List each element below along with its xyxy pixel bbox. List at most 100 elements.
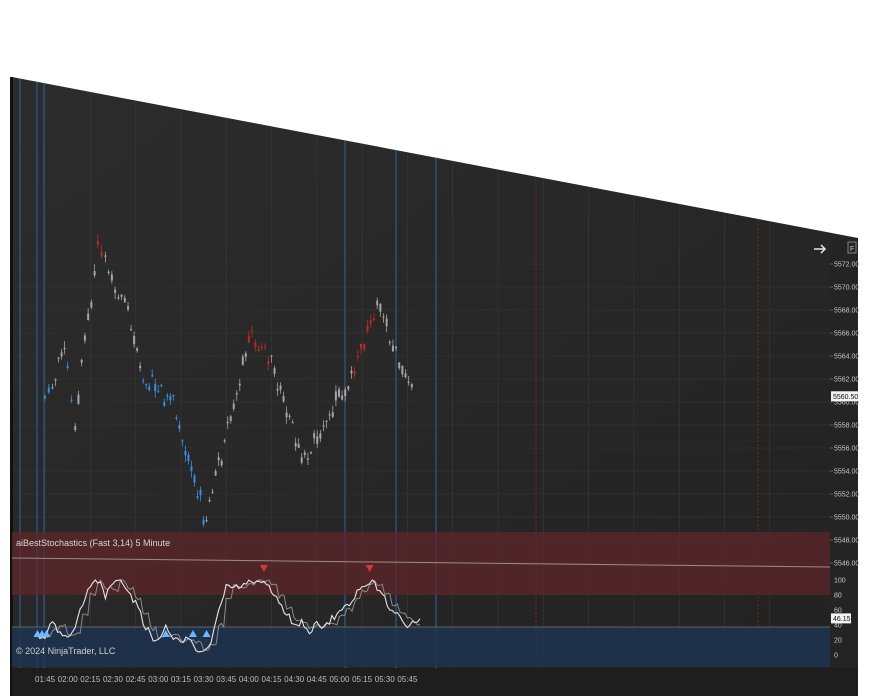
- oscillator-tick-label: 100: [834, 578, 846, 585]
- bull-signal-marker: [188, 630, 197, 637]
- time-tick-label: 02:00: [58, 675, 79, 684]
- candle-body: [66, 365, 69, 368]
- time-tick-label: 05:45: [397, 675, 418, 684]
- candle-body: [328, 414, 331, 416]
- candle-body: [244, 353, 247, 357]
- candle-body: [181, 440, 184, 442]
- candle-body: [96, 240, 99, 245]
- candle-body: [107, 271, 110, 273]
- candle-body: [139, 365, 142, 369]
- indicator-label: aiBestStochastics (Fast 3,14) 5 Minute: [16, 538, 170, 548]
- candle-body: [404, 373, 407, 378]
- f-button[interactable]: F: [847, 241, 857, 254]
- candle-body: [90, 302, 93, 308]
- oscillator-tick-label: 80: [834, 593, 842, 600]
- candle-body: [247, 335, 250, 343]
- candle-body: [208, 499, 211, 502]
- candle-body: [74, 426, 77, 430]
- candle-body: [169, 396, 172, 401]
- oscillator-tick-label: 60: [834, 608, 842, 615]
- price-tick-label: 5546.00: [834, 561, 859, 568]
- candle-body: [366, 325, 369, 332]
- candle-body: [193, 475, 196, 483]
- time-tick-label: 04:30: [284, 675, 305, 684]
- candle-body: [325, 420, 328, 422]
- candle-body: [70, 399, 73, 401]
- candle-body: [190, 466, 193, 472]
- candle-body: [288, 415, 291, 417]
- candle-body: [163, 402, 166, 406]
- candle-body: [347, 386, 350, 390]
- candle-body: [80, 359, 83, 363]
- candle-body: [313, 433, 316, 439]
- candle-body: [120, 294, 123, 297]
- candle-body: [388, 341, 391, 344]
- oscillator-tick-label: 0: [834, 653, 838, 660]
- candle-body: [166, 395, 169, 397]
- candle-body: [267, 361, 270, 365]
- candle-body: [60, 352, 63, 357]
- candle-body: [175, 417, 178, 419]
- candle-body: [154, 384, 157, 392]
- price-tick-label: 5548.00: [834, 538, 859, 545]
- time-tick-label: 02:30: [103, 675, 124, 684]
- stochastic-k-line: [37, 579, 421, 653]
- price-tick-label: 5568.00: [834, 308, 859, 315]
- bull-signal-marker: [202, 630, 211, 637]
- candle-body: [104, 255, 107, 257]
- time-axis-background: [12, 668, 858, 696]
- candle-body: [303, 452, 306, 455]
- candle-body: [229, 416, 232, 421]
- time-tick-label: 05:00: [329, 675, 350, 684]
- candle-body: [264, 346, 267, 348]
- price-tick-label: 5560.00: [834, 400, 859, 407]
- chart-panel-background: [12, 77, 858, 696]
- candle-body: [205, 520, 208, 522]
- candle-body: [220, 460, 223, 466]
- candle-body: [294, 442, 297, 447]
- candle-body: [316, 436, 319, 444]
- candle-body: [344, 389, 347, 397]
- candle-body: [398, 362, 401, 369]
- time-tick-label: 04:00: [239, 675, 260, 684]
- candle-body: [44, 396, 46, 399]
- candle-body: [148, 386, 151, 391]
- oscillator-upper-line: [12, 557, 831, 568]
- candle-body: [199, 489, 202, 496]
- candle-body: [172, 395, 175, 397]
- candle-body: [254, 342, 257, 347]
- price-candles: [44, 234, 413, 528]
- candle-body: [391, 345, 394, 352]
- candle-body: [47, 387, 50, 393]
- price-axis[interactable]: 5572.00 5570.00 5568.00 5566.00 5564.00 5562.…: [830, 238, 859, 668]
- candle-body: [276, 388, 279, 391]
- time-axis[interactable]: 01:45 02:00 02:15 02:30 02:45 03:00 03:15 03:30…: [35, 675, 418, 684]
- price-tick-label: 5564.00: [834, 354, 859, 361]
- time-tick-label: 05:15: [352, 675, 373, 684]
- candle-body: [395, 346, 398, 349]
- candle-body: [238, 383, 241, 386]
- candle-body: [136, 348, 139, 351]
- oscillator-tick-label: 20: [834, 638, 842, 645]
- candle-body: [270, 355, 273, 357]
- price-tick-label: 5556.00: [834, 446, 859, 453]
- arrow-right-icon[interactable]: [814, 244, 827, 254]
- current-oscillator-tag: [831, 613, 851, 624]
- price-tick-label: 5566.00: [834, 331, 859, 338]
- candle-body: [291, 422, 294, 424]
- overbought-zone: [12, 532, 830, 595]
- candle-body: [93, 271, 96, 276]
- time-tick-label: 01:45: [35, 675, 56, 684]
- candle-body: [363, 343, 366, 350]
- candle-body: [117, 297, 120, 299]
- time-tick-label: 03:30: [194, 675, 215, 684]
- candle-body: [184, 450, 187, 456]
- candle-body: [341, 395, 344, 400]
- candle-body: [407, 381, 410, 384]
- candle-body: [226, 421, 229, 424]
- signal-markers: [33, 565, 374, 637]
- candle-body: [297, 444, 300, 448]
- oscillator-axis[interactable]: 100 80 60 40 20 0 46.15: [831, 578, 851, 660]
- time-tick-label: 04:15: [262, 675, 283, 684]
